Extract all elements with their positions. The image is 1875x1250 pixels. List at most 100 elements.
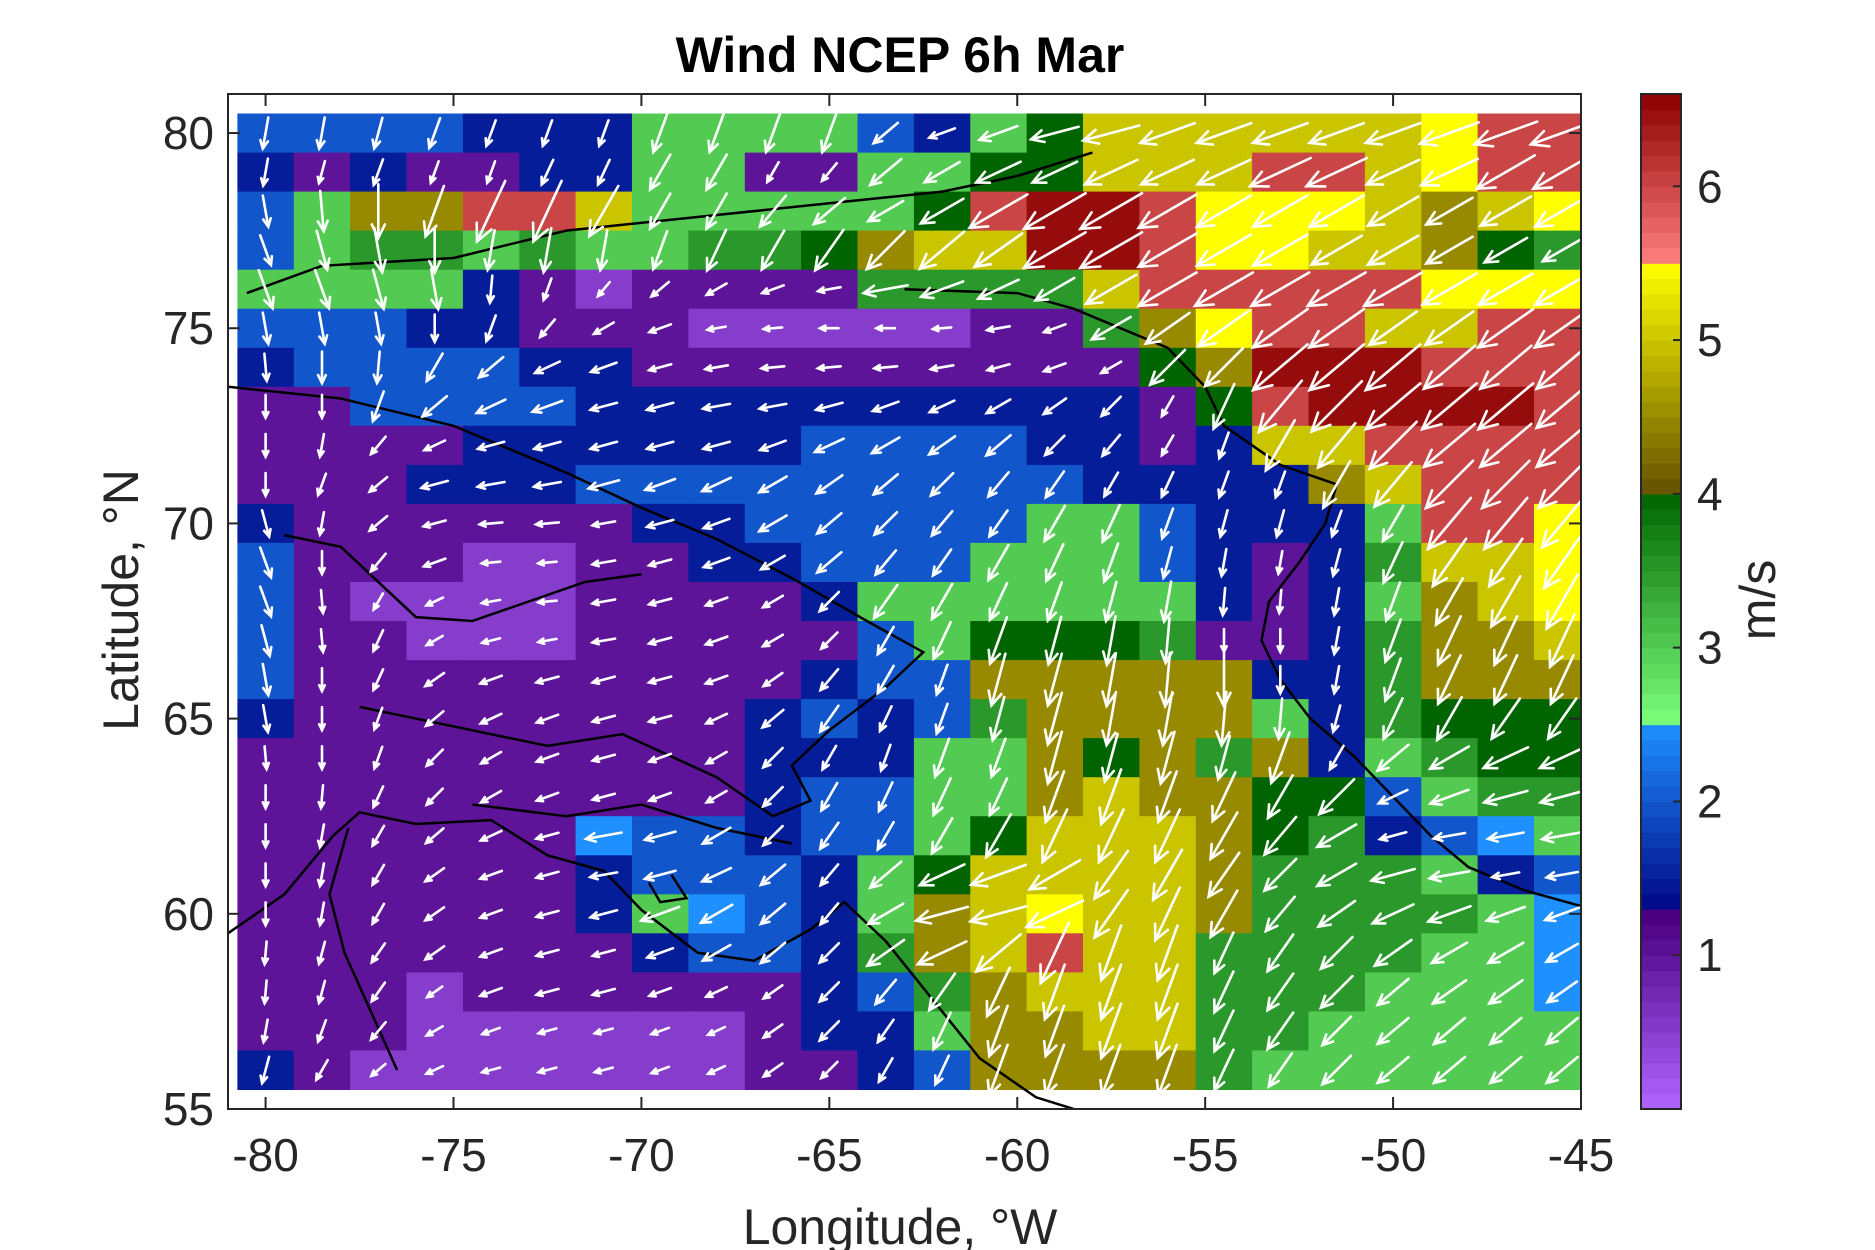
wind-arrow bbox=[1098, 360, 1123, 375]
wind-arrow bbox=[756, 402, 788, 412]
wind-arrow bbox=[1155, 770, 1178, 825]
wind-arrow bbox=[424, 1025, 444, 1037]
wind-arrow bbox=[646, 558, 673, 568]
wind-arrow bbox=[869, 436, 901, 455]
wind-arrow bbox=[258, 585, 274, 620]
heatmap-cell bbox=[1534, 269, 1581, 310]
wind-arrow bbox=[589, 559, 617, 568]
wind-arrow bbox=[918, 197, 965, 225]
wind-arrow bbox=[1423, 235, 1474, 265]
wind-arrow bbox=[422, 671, 446, 688]
colorbar-step bbox=[1641, 309, 1681, 326]
wind-arrow bbox=[761, 1062, 784, 1079]
wind-arrow bbox=[867, 157, 903, 187]
colorbar-step bbox=[1641, 524, 1681, 541]
x-tick-label: -80 bbox=[232, 1129, 298, 1181]
y-axis-ticks: 55 60 65 70 75 80 bbox=[163, 107, 1581, 1135]
wind-arrow bbox=[260, 624, 273, 659]
wind-arrow bbox=[533, 870, 560, 881]
wind-arrow bbox=[1544, 1055, 1579, 1085]
wind-arrow bbox=[820, 162, 838, 184]
wind-arrow bbox=[918, 280, 965, 300]
wind-arrow bbox=[317, 745, 326, 772]
wind-arrow bbox=[648, 153, 672, 193]
wind-arrow bbox=[1305, 271, 1367, 308]
wind-arrow bbox=[1537, 790, 1581, 807]
wind-arrow bbox=[873, 549, 898, 577]
wind-arrow bbox=[1213, 931, 1235, 976]
wind-arrow bbox=[761, 785, 784, 809]
wind-arrow bbox=[1092, 849, 1130, 901]
colorbar-tick-label: 6 bbox=[1697, 160, 1723, 212]
wind-arrow bbox=[261, 940, 270, 968]
wind-arrow bbox=[1202, 347, 1245, 389]
colorbar-step bbox=[1641, 739, 1681, 756]
wind-arrow bbox=[484, 314, 497, 344]
wind-arrow bbox=[1307, 194, 1365, 229]
wind-arrow bbox=[589, 520, 617, 529]
wind-arrow bbox=[758, 363, 786, 372]
wind-arrow bbox=[1549, 654, 1575, 707]
wind-arrow bbox=[646, 597, 673, 607]
wind-arrow bbox=[1276, 627, 1285, 655]
wind-arrow bbox=[1363, 121, 1422, 146]
wind-arrow bbox=[1043, 652, 1064, 709]
colorbar-step bbox=[1641, 1016, 1681, 1033]
wind-arrow bbox=[703, 712, 729, 725]
wind-arrow bbox=[371, 824, 386, 849]
wind-arrow bbox=[317, 549, 326, 577]
wind-arrow bbox=[425, 352, 444, 384]
colorbar-tick-label: 5 bbox=[1697, 314, 1723, 366]
wind-arrow bbox=[1029, 160, 1079, 184]
wind-arrow bbox=[477, 674, 504, 686]
wind-arrow bbox=[1493, 654, 1519, 707]
wind-arrow bbox=[1307, 343, 1366, 393]
wind-arrow bbox=[1157, 690, 1174, 748]
wind-arrow bbox=[317, 666, 326, 695]
wind-arrow bbox=[1419, 272, 1478, 307]
wind-arrow bbox=[984, 433, 1012, 458]
wind-arrow bbox=[813, 401, 844, 413]
wind-arrow bbox=[1160, 395, 1175, 419]
wind-arrow bbox=[316, 159, 327, 186]
wind-arrow bbox=[1213, 1009, 1235, 1054]
wind-arrow bbox=[316, 940, 327, 967]
colorbar-step bbox=[1641, 447, 1681, 464]
wind-arrow bbox=[1194, 194, 1253, 229]
wind-arrow bbox=[649, 280, 671, 299]
wind-arrow bbox=[987, 652, 1007, 709]
wind-arrow bbox=[817, 1020, 841, 1043]
wind-arrow bbox=[1376, 788, 1409, 805]
wind-arrow bbox=[1540, 498, 1581, 550]
wind-arrow bbox=[1548, 613, 1576, 670]
wind-arrow bbox=[261, 471, 270, 499]
colorbar-step bbox=[1641, 170, 1681, 187]
wind-arrow bbox=[485, 160, 497, 186]
wind-arrow bbox=[534, 752, 560, 764]
wind-arrow bbox=[428, 160, 440, 186]
colorbar-step bbox=[1641, 540, 1681, 556]
wind-arrow bbox=[934, 702, 949, 737]
wind-arrow bbox=[1154, 924, 1179, 983]
colorbar-step bbox=[1641, 555, 1681, 572]
heatmap-cell bbox=[1534, 933, 1581, 973]
wind-arrow bbox=[429, 268, 443, 313]
wind-arrow bbox=[1248, 271, 1311, 308]
y-tick-label: 55 bbox=[163, 1083, 214, 1135]
wind-arrow bbox=[932, 620, 952, 662]
wind-arrow bbox=[316, 1018, 328, 1045]
wind-arrow bbox=[371, 268, 387, 312]
wind-arrow bbox=[1136, 232, 1198, 269]
wind-arrow bbox=[370, 942, 387, 965]
colorbar-label: m/s bbox=[1730, 560, 1786, 641]
wind-arrow bbox=[926, 127, 957, 140]
wind-arrow bbox=[373, 226, 387, 276]
wind-arrow bbox=[1482, 236, 1529, 264]
colorbar-step bbox=[1641, 1062, 1681, 1079]
wind-arrow bbox=[1156, 730, 1176, 787]
wind-arrow bbox=[1250, 307, 1309, 350]
wind-arrow bbox=[478, 712, 503, 725]
wind-arrow bbox=[756, 514, 788, 533]
wind-arrow bbox=[1209, 889, 1239, 940]
heatmap-cell bbox=[1534, 621, 1581, 661]
